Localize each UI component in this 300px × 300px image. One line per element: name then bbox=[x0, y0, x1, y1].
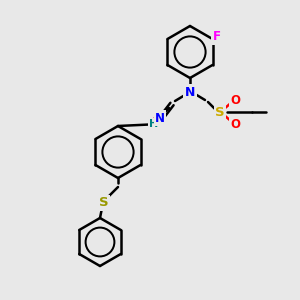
Text: H: H bbox=[149, 119, 159, 129]
Text: S: S bbox=[215, 106, 225, 118]
Text: F: F bbox=[212, 31, 220, 44]
Text: N: N bbox=[155, 112, 165, 124]
Text: O: O bbox=[230, 118, 240, 130]
Text: N: N bbox=[185, 85, 195, 98]
Text: S: S bbox=[99, 196, 109, 209]
Text: O: O bbox=[150, 116, 160, 130]
Text: O: O bbox=[230, 94, 240, 106]
